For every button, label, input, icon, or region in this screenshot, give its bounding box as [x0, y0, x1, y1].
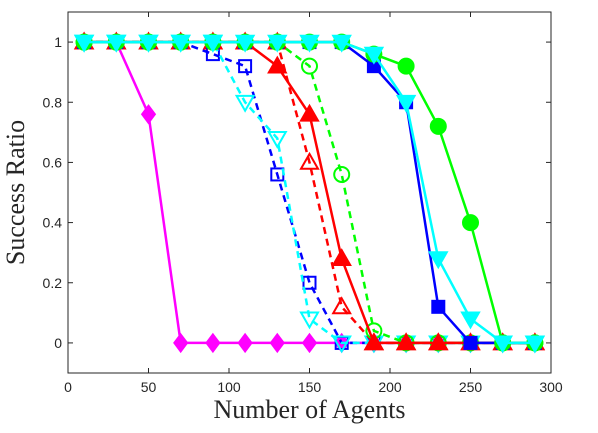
data-point	[73, 34, 95, 53]
data-point	[492, 335, 513, 354]
data-point	[173, 332, 189, 354]
data-point	[429, 117, 447, 135]
series-line	[84, 40, 535, 345]
data-point	[395, 332, 417, 351]
data-point	[333, 165, 351, 183]
data-point	[234, 34, 256, 53]
data-point	[299, 34, 320, 53]
series-6	[73, 31, 546, 351]
x-tick-label: 0	[64, 379, 72, 395]
data-point	[238, 59, 253, 74]
y-tick-label: 1	[54, 34, 62, 50]
x-axis-label: Number of Agents	[213, 395, 405, 424]
data-point	[395, 94, 417, 113]
data-point	[428, 332, 449, 351]
series-5	[75, 33, 544, 352]
data-point	[170, 34, 191, 53]
data-point	[397, 57, 415, 75]
data-point	[301, 57, 318, 75]
series-line	[84, 40, 535, 345]
series-line	[84, 40, 535, 345]
data-point	[205, 332, 221, 354]
series-line	[84, 40, 535, 345]
data-point	[299, 151, 320, 170]
y-tick-label: 0	[54, 335, 62, 351]
data-point	[301, 332, 318, 354]
data-point	[431, 299, 446, 314]
x-tick-label: 300	[539, 379, 563, 395]
data-point	[140, 104, 157, 125]
x-tick-label: 150	[298, 379, 322, 395]
y-tick-label: 0.2	[43, 275, 63, 291]
data-point	[106, 34, 127, 53]
series-line	[84, 40, 535, 345]
x-tick-label: 50	[141, 379, 157, 395]
axis-ticks: 0 50 100 150 200 250 300 0 0.2 0.4 0.6 0.8 1	[43, 12, 563, 395]
y-tick-label: 0.8	[43, 94, 63, 110]
data-point	[299, 103, 320, 122]
series-3	[73, 34, 546, 354]
data-point	[363, 46, 385, 65]
data-point	[267, 55, 288, 74]
data-point	[462, 214, 479, 232]
data-point	[267, 34, 288, 53]
data-point	[138, 34, 159, 53]
series-line	[84, 40, 535, 345]
data-point	[363, 332, 385, 351]
series-line	[84, 40, 535, 345]
series-1	[76, 31, 543, 354]
x-tick-label: 200	[378, 379, 402, 395]
data-point	[331, 335, 352, 354]
plot-marks	[73, 31, 546, 354]
data-point	[202, 34, 224, 53]
data-point	[460, 311, 481, 330]
data-point	[463, 335, 478, 350]
y-tick-label: 0.4	[43, 215, 63, 231]
data-point	[331, 34, 352, 53]
data-point	[237, 332, 253, 354]
series-8	[75, 33, 544, 352]
data-point	[524, 335, 546, 354]
data-point	[234, 94, 256, 113]
data-point	[302, 275, 317, 290]
series-7	[77, 35, 542, 350]
data-point	[331, 296, 352, 315]
data-point	[299, 311, 320, 330]
x-tick-label: 100	[217, 379, 241, 395]
series-4	[73, 31, 546, 351]
data-point	[267, 130, 288, 149]
series-line	[84, 40, 535, 345]
x-tick-label: 250	[459, 379, 483, 395]
data-point	[428, 251, 449, 270]
series-2	[77, 35, 542, 350]
data-point	[331, 248, 352, 267]
y-axis-label: Success Ratio	[1, 120, 30, 265]
series-line	[84, 40, 535, 345]
data-point	[269, 332, 285, 354]
y-tick-label: 0.6	[43, 154, 63, 170]
series-9	[73, 34, 546, 354]
